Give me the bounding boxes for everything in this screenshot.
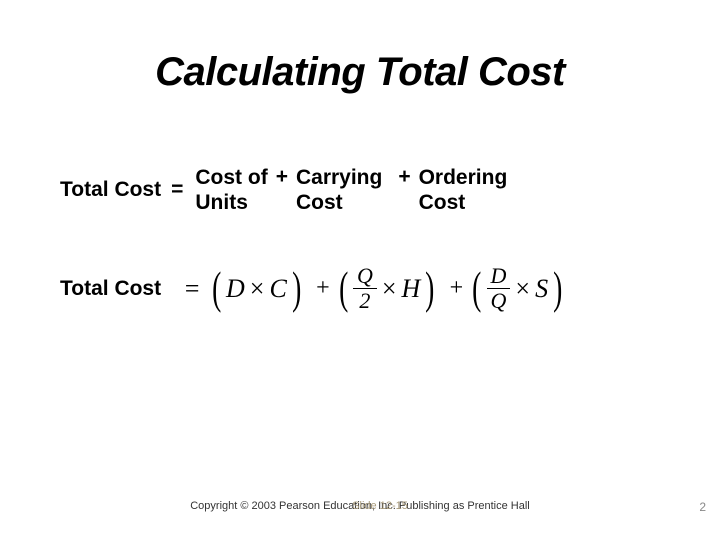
frac-dq-num: D <box>487 265 511 289</box>
math-plus1: + <box>310 275 336 302</box>
eq-equals: = <box>171 178 183 202</box>
formula-rhs: = ( D × C ) + ( Q 2 × H ) + ( <box>183 265 571 312</box>
frac-q2: Q 2 <box>353 265 377 312</box>
rparen2: ) <box>425 270 434 307</box>
term3-line1: Ordering <box>419 165 508 190</box>
frac-q2-den: 2 <box>355 289 374 312</box>
copyright-ghost: Slide 12-15 <box>352 500 408 512</box>
var-d1: D <box>224 274 247 304</box>
term2-line1: Carrying <box>296 165 382 190</box>
lparen1: ( <box>212 270 221 307</box>
lparen2: ( <box>339 270 348 307</box>
term-ordering-cost: Ordering Cost <box>419 165 508 215</box>
plus-ordering: + Ordering Cost <box>398 165 515 215</box>
slide-title: Calculating Total Cost <box>50 50 670 95</box>
op-times3: × <box>512 274 533 304</box>
word-equation: Total Cost = Cost of Units + Carrying Co… <box>50 165 670 215</box>
term-dc: ( D × C ) <box>209 270 304 307</box>
term-q2h: ( Q 2 × H ) <box>336 265 438 312</box>
math-plus2: + <box>444 275 470 302</box>
formula-equals: = <box>183 274 201 304</box>
rparen1: ) <box>292 270 301 307</box>
term3-line2: Cost <box>419 190 508 215</box>
lparen3: ( <box>472 270 481 307</box>
frac-dq-den: Q <box>487 289 511 312</box>
math-formula: Total Cost = ( D × C ) + ( Q 2 × H ) <box>50 265 670 312</box>
eq-lhs: Total Cost <box>60 178 161 202</box>
page-number: 2 <box>699 500 706 514</box>
term1-line1: Cost of <box>195 165 267 190</box>
plus-carrying: + Carrying Cost <box>276 165 391 215</box>
frac-dq: D Q <box>487 265 511 312</box>
term-cost-of-units: Cost of Units <box>195 165 267 215</box>
plus2: + <box>398 165 410 189</box>
term-dqs: ( D Q × S ) <box>469 265 565 312</box>
var-c: C <box>267 274 288 304</box>
term1-line2: Units <box>195 190 267 215</box>
slide-container: Calculating Total Cost Total Cost = Cost… <box>0 0 720 540</box>
term2-line2: Cost <box>296 190 382 215</box>
var-s: S <box>533 274 550 304</box>
op-times1: × <box>247 274 268 304</box>
formula-lhs: Total Cost <box>60 277 161 301</box>
op-times2: × <box>379 274 400 304</box>
plus1: + <box>276 165 288 189</box>
var-h: H <box>400 274 423 304</box>
term-carrying-cost: Carrying Cost <box>296 165 382 215</box>
frac-q2-num: Q <box>353 265 377 289</box>
rparen3: ) <box>553 270 562 307</box>
